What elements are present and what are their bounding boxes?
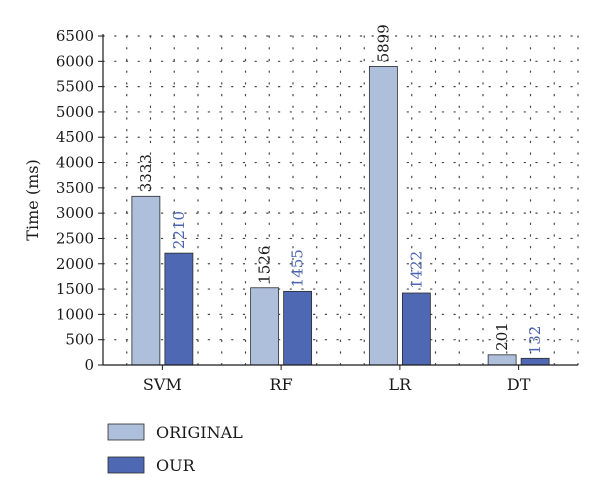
y-tick-label: 2500 bbox=[56, 229, 94, 247]
y-axis-title: Time (ms) bbox=[23, 159, 42, 240]
data-label: 132 bbox=[526, 326, 544, 355]
x-tick-label: LR bbox=[389, 375, 413, 394]
y-tick-label: 3500 bbox=[56, 179, 94, 197]
y-tick-label: 6500 bbox=[56, 27, 94, 45]
y-tick-labels: 0 500 1000 1500 2000 2500 3000 3500 4000 4500 5000… bbox=[56, 27, 94, 374]
data-label: 5899 bbox=[374, 24, 392, 62]
y-tick-label: 4500 bbox=[56, 128, 94, 146]
y-tick-label: 5000 bbox=[56, 103, 94, 121]
data-label: 2210 bbox=[170, 211, 188, 249]
x-tick-label: RF bbox=[270, 375, 293, 394]
y-tick-label: 2000 bbox=[56, 255, 94, 273]
bar-our-lr bbox=[401, 292, 431, 366]
legend-swatch-our bbox=[107, 456, 145, 474]
data-label: 1455 bbox=[289, 249, 307, 287]
y-tick-label: 1500 bbox=[56, 280, 94, 298]
legend: ORIGINAL OUR bbox=[107, 423, 243, 475]
y-tick-label: 3000 bbox=[56, 204, 94, 222]
bar-original-lr bbox=[368, 66, 398, 366]
y-tick-label: 5500 bbox=[56, 78, 94, 96]
bars bbox=[131, 66, 550, 366]
y-tick-label: 0 bbox=[84, 356, 94, 374]
bar-original-svm bbox=[131, 195, 161, 366]
legend-label-original: ORIGINAL bbox=[156, 423, 243, 442]
y-tick-label: 1000 bbox=[56, 305, 94, 323]
y-tick-label: 6000 bbox=[56, 52, 94, 70]
bar-original-rf bbox=[250, 287, 280, 366]
y-tick-label: 500 bbox=[65, 331, 94, 349]
bar-our-rf bbox=[283, 290, 313, 366]
bar-our-dt bbox=[520, 357, 550, 366]
y-tick-label: 4000 bbox=[56, 154, 94, 172]
data-label: 1422 bbox=[407, 251, 425, 289]
x-tick-labels: SVM RF LR DT bbox=[143, 375, 531, 394]
legend-label-our: OUR bbox=[156, 456, 196, 475]
data-label: 1526 bbox=[256, 246, 274, 284]
x-tick-label: DT bbox=[507, 375, 531, 394]
grid-lines bbox=[102, 35, 579, 366]
data-label: 201 bbox=[493, 322, 511, 351]
bar-our-svm bbox=[164, 252, 194, 366]
x-tick-label: SVM bbox=[143, 375, 182, 394]
data-label: 3333 bbox=[137, 154, 155, 192]
axes bbox=[98, 34, 578, 370]
bar-original-dt bbox=[487, 354, 517, 366]
legend-swatch-original bbox=[107, 423, 145, 441]
data-labels: 3333 2210 1526 1455 5899 1422 201 132 bbox=[137, 24, 544, 354]
